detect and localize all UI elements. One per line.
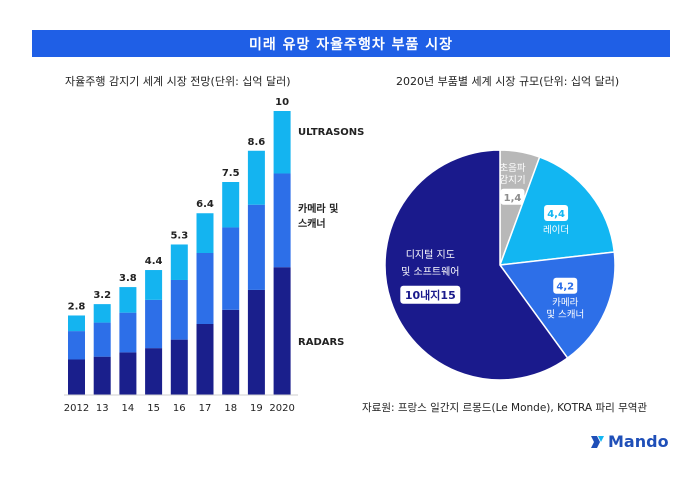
x-tick-label: 19 xyxy=(250,403,263,414)
page-banner: 미래 유망 자율주행차 부품 시장 xyxy=(32,30,670,57)
legend-camera-line2: 스캐너 xyxy=(298,217,326,230)
legend-ultrasons: ULTRASONS xyxy=(298,127,364,138)
x-tick-label: 17 xyxy=(199,403,212,414)
bar-total-label: 7.5 xyxy=(222,168,240,179)
mando-logo-icon xyxy=(591,435,604,448)
pie-value-badge xyxy=(544,204,569,221)
bar-segment-1 xyxy=(119,312,137,353)
bar-segment-1 xyxy=(222,227,240,310)
bar-segment-0 xyxy=(119,352,137,395)
mando-logo: Mando xyxy=(590,432,669,451)
bar-total-label: 2.8 xyxy=(68,301,86,312)
bar-segment-0 xyxy=(222,309,240,395)
bar-total-label: 10 xyxy=(275,97,289,108)
bar-total-label: 3.8 xyxy=(119,273,137,284)
pie-value-label: 1,4 xyxy=(504,193,522,204)
bar-segment-1 xyxy=(196,253,214,324)
legend-radars: RADARS xyxy=(298,337,344,348)
bar-segment-2 xyxy=(222,182,240,228)
pie-slice-3 xyxy=(384,149,569,381)
bar-segment-0 xyxy=(145,348,163,395)
bar-segment-0 xyxy=(273,267,291,395)
x-tick-label: 16 xyxy=(173,403,186,414)
x-tick-label: 2012 xyxy=(64,403,89,414)
pie-value-badge xyxy=(500,188,525,205)
x-tick-label: 2020 xyxy=(269,403,294,414)
bar-segment-2 xyxy=(119,287,137,313)
pie-name-line2: 및 소프트웨어 xyxy=(401,266,459,278)
legend-camera-line1: 카메라 및 xyxy=(298,202,338,215)
bar-segment-0 xyxy=(247,289,265,395)
bar-total-label: 5.3 xyxy=(170,230,188,241)
bar-chart-title: 자율주행 감지기 세계 시장 전망(단위: 십억 달러) xyxy=(65,75,291,88)
pie-value-label: 10내지15 xyxy=(405,288,456,302)
x-tick-label: 13 xyxy=(96,403,109,414)
bar-total-label: 6.4 xyxy=(196,199,214,210)
bar-segment-2 xyxy=(196,213,214,253)
bar-segment-1 xyxy=(68,331,85,360)
pie-name-line1: 초음파 xyxy=(499,163,525,174)
bar-segment-2 xyxy=(93,304,111,323)
bar-segment-1 xyxy=(273,173,291,268)
pie-name-line1: 디지털 지도 xyxy=(406,249,455,261)
bar-total-label: 8.6 xyxy=(248,137,266,148)
source-note: 자료원: 프랑스 일간지 르몽드(Le Monde), KOTRA 파리 무역관 xyxy=(362,402,648,414)
pie-name-line1: 카메라 xyxy=(552,298,578,309)
bar-total-label: 3.2 xyxy=(93,290,111,301)
bar-segment-1 xyxy=(145,299,163,349)
bar-segment-1 xyxy=(247,204,265,290)
pie-name-line2: 감지기 xyxy=(499,174,525,186)
bar-segment-0 xyxy=(93,356,111,395)
bar-total-label: 4.4 xyxy=(145,256,163,267)
x-tick-label: 15 xyxy=(147,403,160,414)
bar-segment-1 xyxy=(170,279,188,340)
bar-segment-0 xyxy=(196,324,214,395)
pie-slice-2 xyxy=(498,251,616,360)
logo-text: Mando xyxy=(608,432,669,451)
x-tick-label: 18 xyxy=(224,403,237,414)
pie-value-badge xyxy=(553,277,578,294)
pie-chart-title: 2020년 부품별 세계 시장 규모(단위: 십억 달러) xyxy=(396,75,620,88)
bar-segment-0 xyxy=(170,339,188,395)
pie-value-badge xyxy=(400,285,461,304)
banner-title: 미래 유망 자율주행차 부품 시장 xyxy=(249,36,453,53)
pie-value-label: 4,2 xyxy=(556,282,574,293)
bar-segment-2 xyxy=(68,315,85,332)
bar-segment-0 xyxy=(68,359,85,395)
bar-segment-2 xyxy=(273,111,291,174)
bar-segment-2 xyxy=(145,270,163,300)
bar-segment-2 xyxy=(247,150,265,205)
x-tick-label: 14 xyxy=(122,403,135,414)
pie-value-label: 4,4 xyxy=(547,209,565,220)
pie-name-line2: 및 스캐너 xyxy=(546,309,584,321)
bar-segment-1 xyxy=(93,322,111,357)
bar-segment-2 xyxy=(170,244,188,280)
pie-name-line1: 레이더 xyxy=(543,225,569,236)
